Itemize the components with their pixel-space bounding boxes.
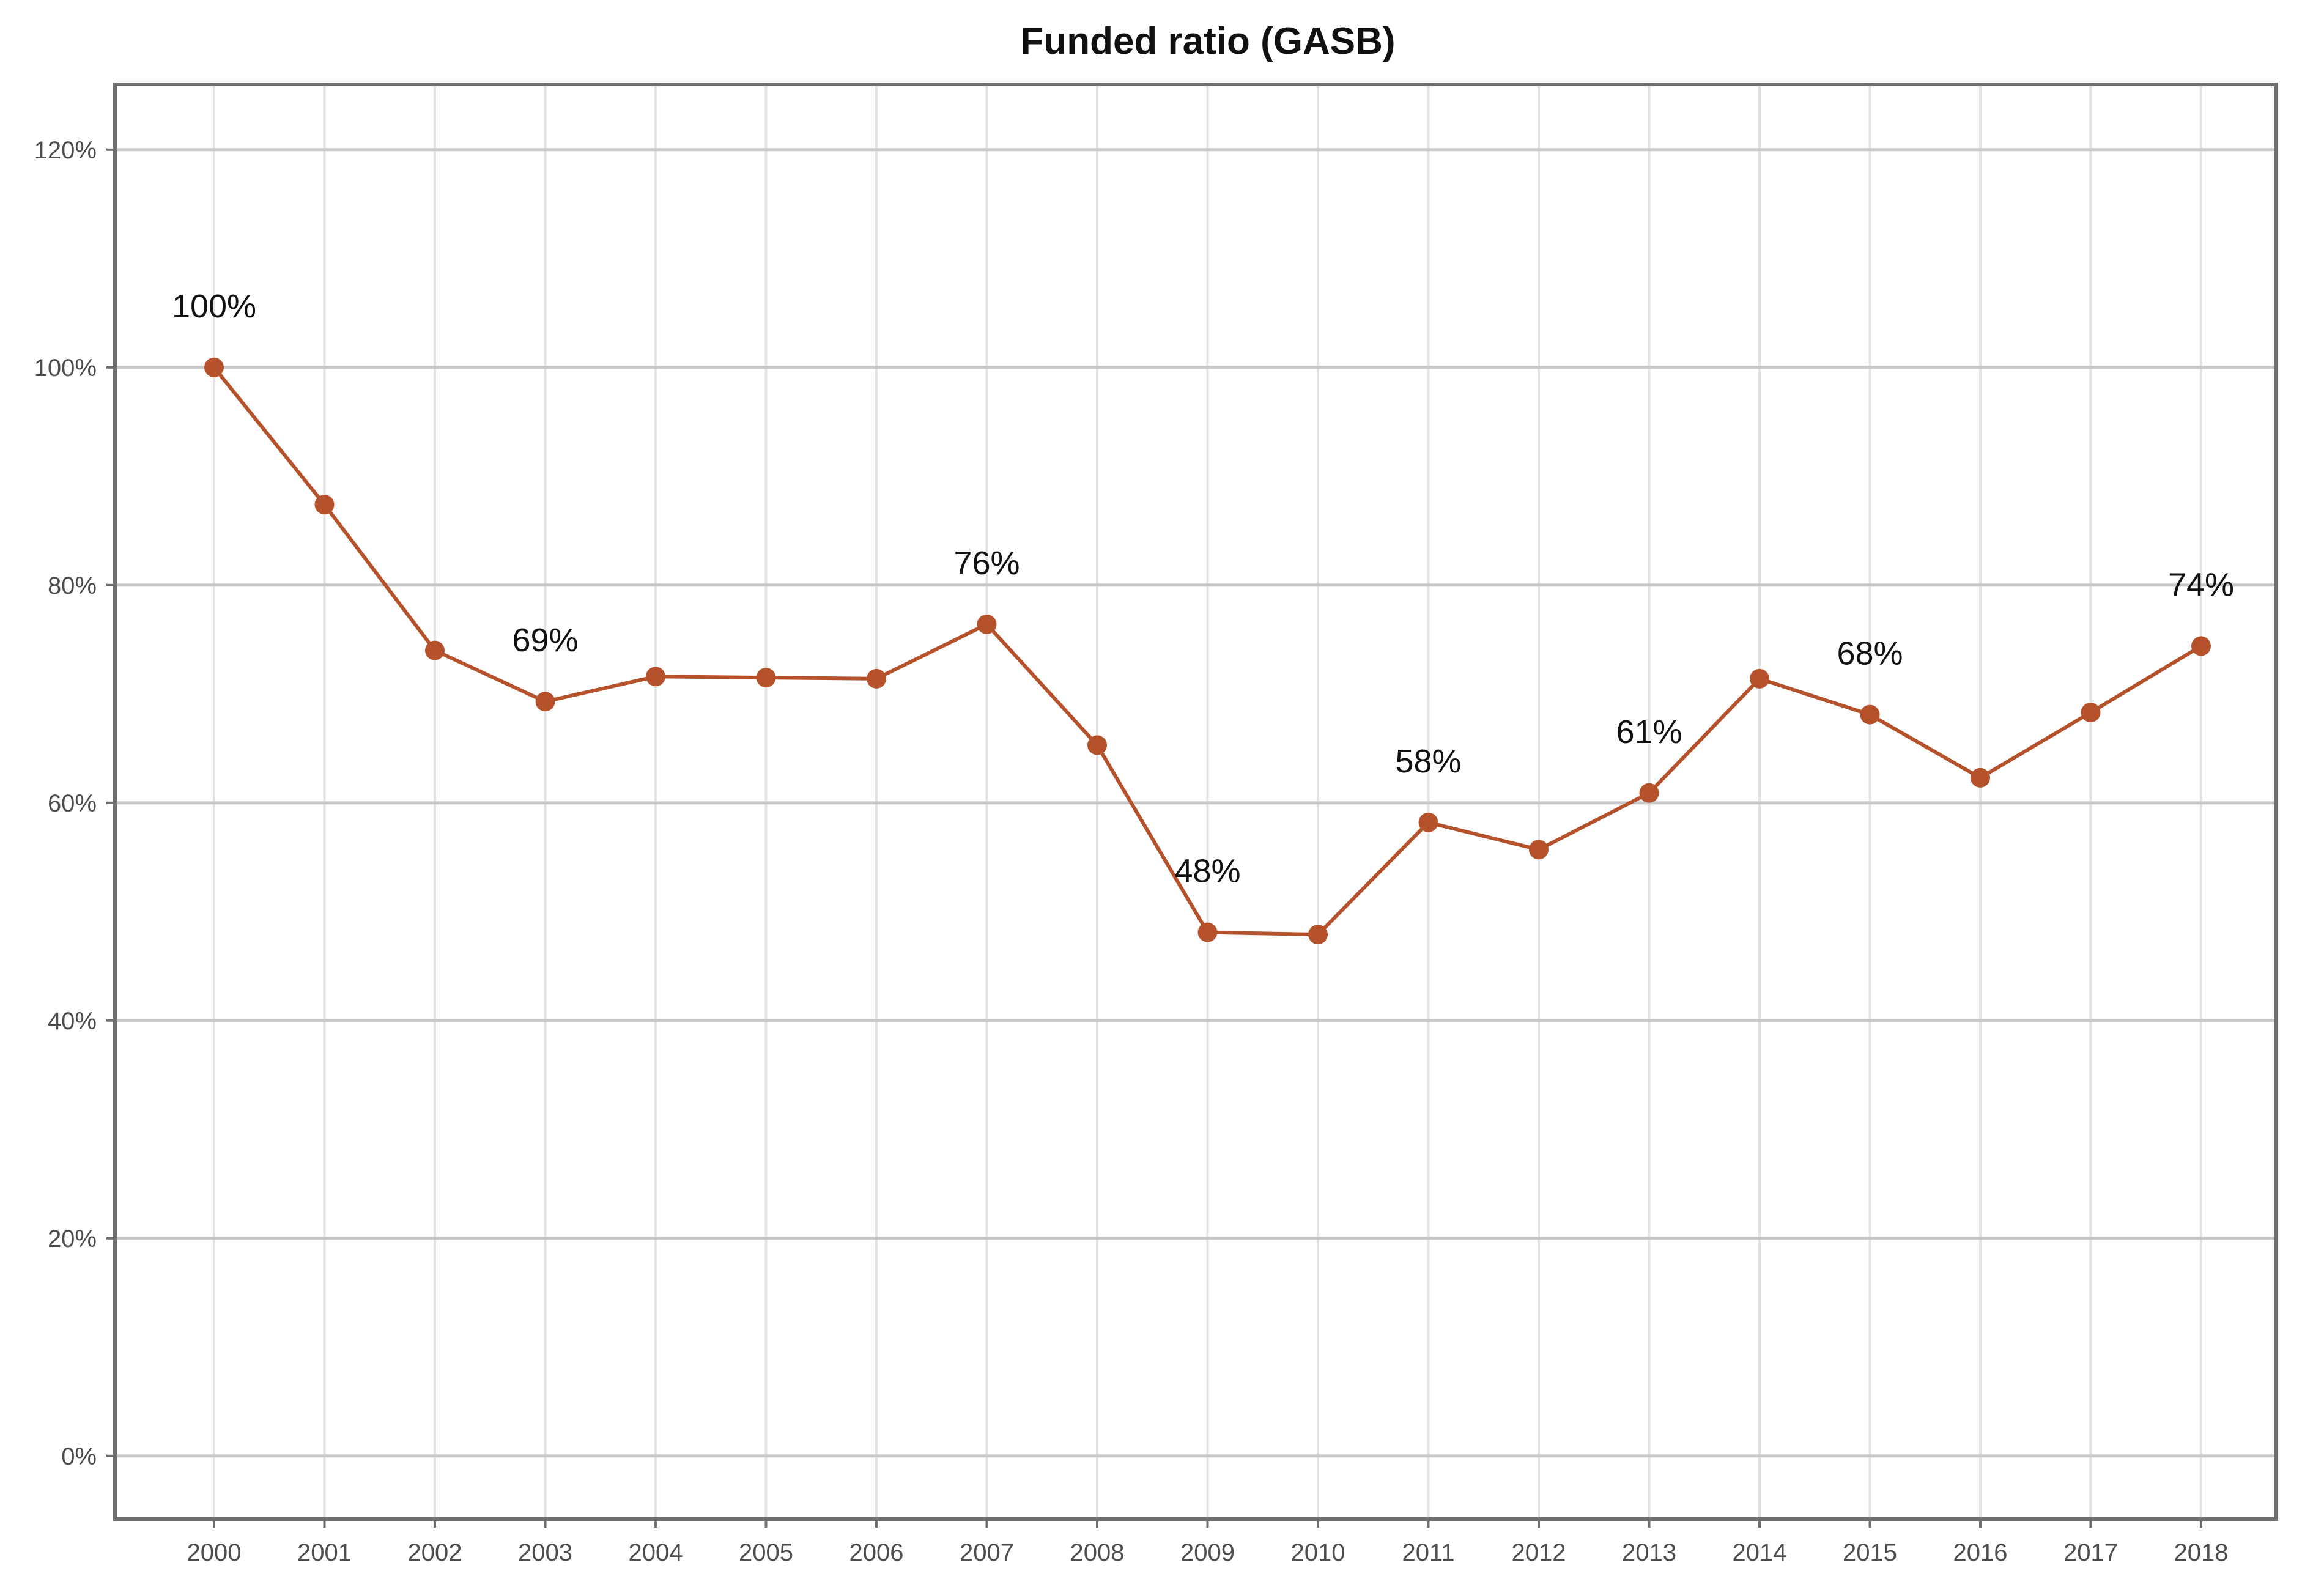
y-tick-label: 40% [48,1008,97,1035]
series [204,357,2211,945]
x-tick-label: 2008 [1070,1539,1125,1566]
data-label: 74% [2168,566,2234,603]
x-tick-label: 2016 [1953,1539,2008,1566]
data-label: 100% [172,288,256,325]
y-tick-label: 80% [48,572,97,599]
data-label: 68% [1837,635,1903,672]
x-tick-label: 2012 [1512,1539,1566,1566]
x-tick-label: 2000 [187,1539,242,1566]
data-point [1529,840,1549,860]
data-point [1197,922,1218,942]
data-point [2081,703,2101,723]
data-point [1639,783,1659,803]
x-tick-label: 2006 [849,1539,904,1566]
y-tick-label: 0% [61,1443,97,1470]
x-tick-label: 2007 [960,1539,1014,1566]
data-point [756,668,776,688]
data-point [1750,668,1769,689]
y-tick-label: 100% [34,355,97,382]
data-point [867,668,886,689]
data-point [1971,767,1990,788]
data-point [425,640,445,660]
data-label: 48% [1174,853,1240,890]
x-tick-label: 2013 [1622,1539,1676,1566]
data-label: 61% [1616,714,1682,750]
data-point [1087,735,1107,755]
x-tick-label: 2015 [1843,1539,1897,1566]
data-label: 58% [1395,743,1461,780]
data-point [1860,704,1880,725]
plot-panel-border [113,83,2278,1521]
chart-title: Funded ratio (GASB) [1020,20,1395,62]
x-tick-label: 2009 [1180,1539,1235,1566]
axes: 0% 20% 40% 60% 80% 100% 120% 2000 2001 2002 2003 20… [34,83,2278,1566]
x-tick-label: 2005 [739,1539,793,1566]
x-tick-label: 2011 [1402,1539,1454,1566]
data-point [2191,636,2211,656]
x-tick-label: 2001 [297,1539,352,1566]
data-point [314,495,335,515]
x-tick-label: 2002 [408,1539,462,1566]
data-point [1308,925,1328,945]
data-label: 69% [512,622,578,659]
data-point [1418,812,1438,832]
x-tick-label: 2018 [2174,1539,2229,1566]
y-tick-label: 20% [48,1226,97,1252]
x-tick-label: 2004 [629,1539,683,1566]
data-point [204,357,224,377]
x-tick-label: 2014 [1733,1539,1787,1566]
x-tick-label: 2017 [2063,1539,2118,1566]
gridlines [115,84,2276,1519]
y-tick-label: 60% [48,790,97,817]
data-point [646,667,665,687]
x-tick-label: 2010 [1291,1539,1345,1566]
data-label: 76% [953,545,1020,582]
data-point [977,614,997,634]
data-point [535,692,555,712]
y-tick-label: 120% [34,137,97,164]
x-tick-label: 2003 [518,1539,572,1566]
data-labels: 100% 69% 76% 48% 58% 61% 68% 74% [172,288,2234,890]
